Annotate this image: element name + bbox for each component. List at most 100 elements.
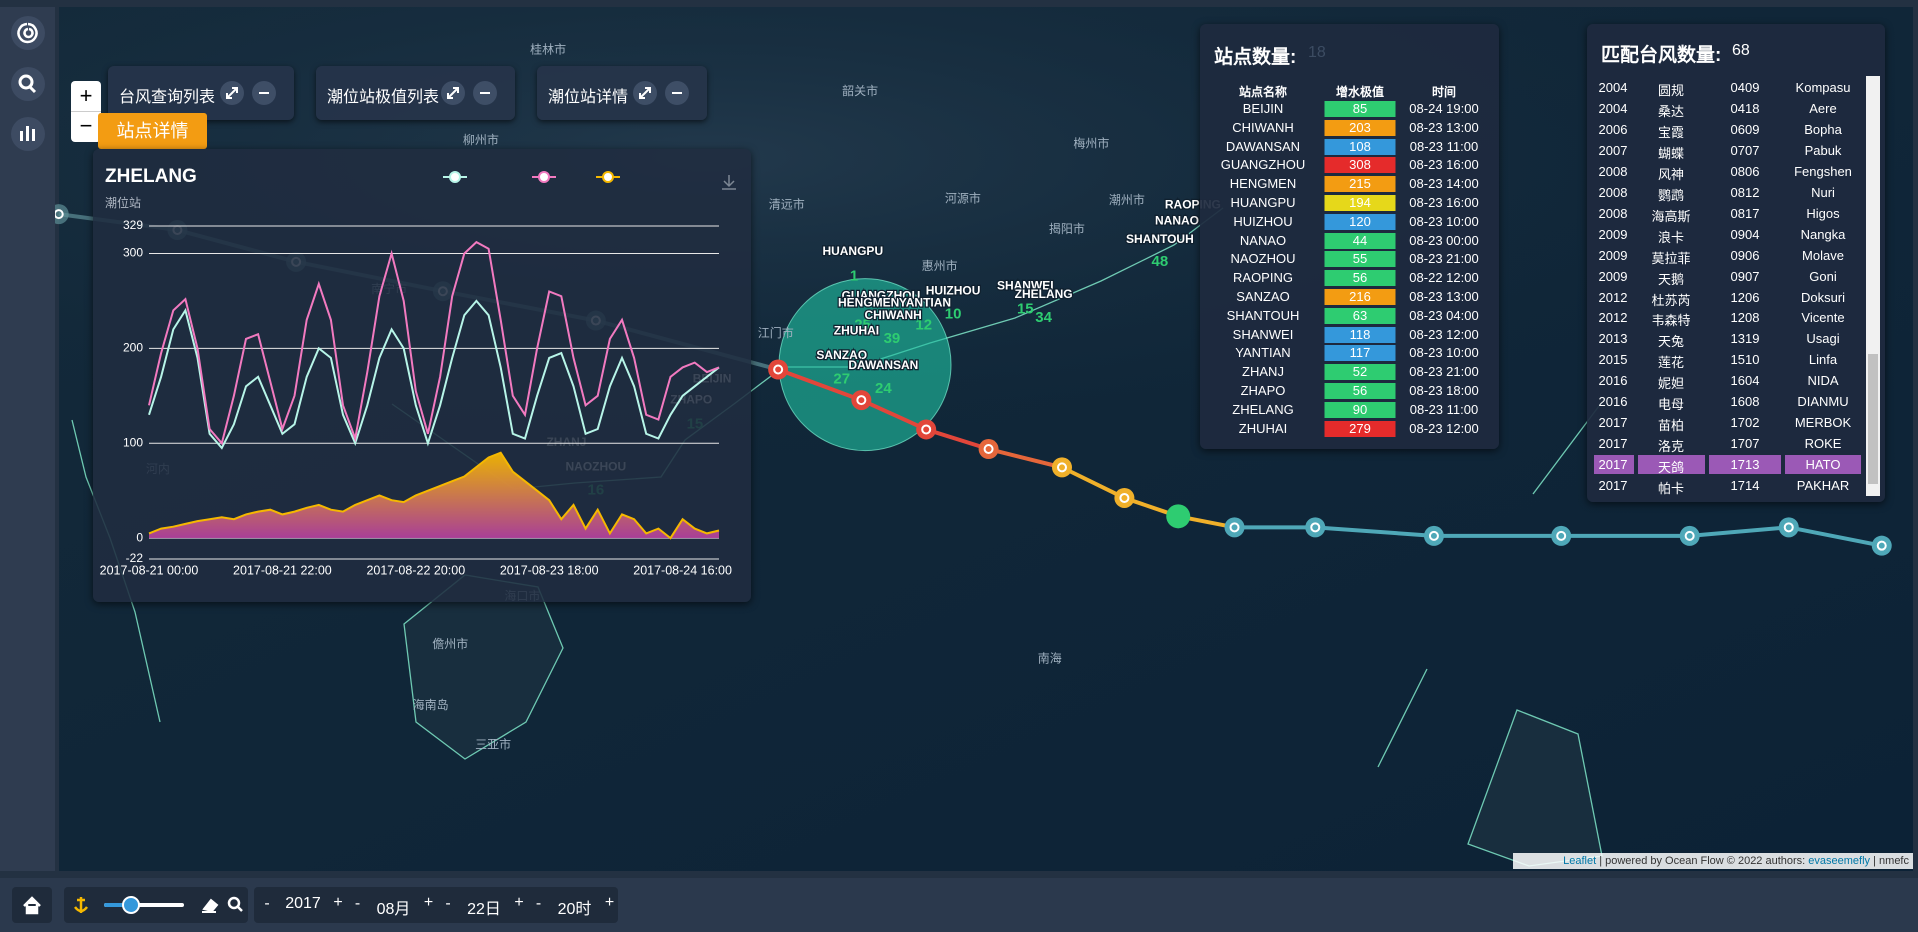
typhoon-row[interactable]: 2009 天鹅 0907 Goni <box>1587 267 1865 287</box>
typhoon-cell: NIDA <box>1807 373 1839 389</box>
track-point[interactable] <box>768 359 789 380</box>
decrement[interactable]: - <box>445 895 451 912</box>
typhoon-row[interactable]: 2012 杜苏芮 1206 Doksuri <box>1587 288 1865 308</box>
typhoon-cell: 韦森特 <box>1651 313 1691 329</box>
surge-value: 108 <box>1324 138 1396 155</box>
typhoon-cell: 电母 <box>1657 397 1685 413</box>
typhoon-row[interactable]: 2004 桑达 0418 Aere <box>1587 99 1865 119</box>
typhoon-row[interactable]: 2008 风神 0806 Fengshen <box>1587 162 1865 182</box>
typhoon-row[interactable]: 2006 宝霞 0609 Bopha <box>1587 120 1865 140</box>
typhoon-row[interactable]: 2013 天兔 1319 Usagi <box>1587 329 1865 349</box>
typhoon-row[interactable]: 2017 苗柏 1702 MERBOK <box>1587 413 1865 433</box>
typhoon-cell: 杜苏芮 <box>1651 292 1691 308</box>
download-icon[interactable] <box>722 175 736 190</box>
station-name: YANTIAN <box>1235 345 1291 361</box>
typhoon-tool[interactable] <box>11 16 45 50</box>
home-button[interactable] <box>12 887 52 923</box>
date-group: -2017 + -08月 + -22日 + -20时 + <box>254 887 618 923</box>
expand-button[interactable] <box>633 81 657 105</box>
zoom-out[interactable]: − <box>71 112 101 142</box>
selected-highlight <box>1785 455 1861 475</box>
legend-marker[interactable] <box>449 171 461 183</box>
decrement[interactable]: - <box>535 895 542 912</box>
legend-marker[interactable] <box>602 171 614 183</box>
increment[interactable]: + <box>604 894 615 911</box>
typhoon-row[interactable]: 2012 韦森特 1208 Vicente <box>1587 308 1865 329</box>
typhoon-cell: 2013 <box>1598 331 1628 347</box>
leaflet-link[interactable]: Leaflet <box>1563 855 1597 867</box>
track-point[interactable] <box>978 439 999 460</box>
typhoon-row[interactable]: 2009 莫拉菲 0906 Molave <box>1587 246 1865 266</box>
typhoon-row[interactable]: 2009 浪卡 0904 Nangka <box>1587 225 1865 245</box>
track-point[interactable] <box>1871 535 1892 556</box>
collapse-button[interactable] <box>473 81 497 105</box>
typhoon-icon <box>17 22 38 44</box>
coastlines <box>71 207 1603 867</box>
collapse-button[interactable] <box>665 81 689 105</box>
search-tool[interactable] <box>11 67 45 101</box>
expand-button[interactable] <box>220 81 244 105</box>
typhoon-cell: 2008 <box>1598 184 1628 200</box>
selected-highlight <box>1594 455 1634 475</box>
track-point[interactable] <box>1305 517 1326 538</box>
home-icon <box>23 896 41 915</box>
increment[interactable]: + <box>514 894 524 911</box>
peak-time: 08-23 12:00 <box>1409 420 1479 436</box>
typhoon-cell: 2012 <box>1598 289 1628 305</box>
expand-button[interactable] <box>441 81 465 105</box>
panel-tab[interactable]: 潮位站详情 <box>537 66 707 120</box>
typhoon-row[interactable]: 2017 洛克 1707 ROKE <box>1587 434 1865 454</box>
typhoon-cell: 2017 <box>1598 415 1628 431</box>
typhoon-row[interactable]: 2016 电母 1608 DIANMU <box>1587 392 1865 413</box>
typhoon-cell: 0906 <box>1730 247 1760 263</box>
legend-marker[interactable] <box>538 171 550 183</box>
station-detail-button[interactable]: 站点详情 <box>98 113 207 149</box>
track-point[interactable] <box>1679 525 1700 546</box>
track-point[interactable] <box>1423 525 1444 546</box>
typhoon-row[interactable]: 2008 海高斯 0817 Higos <box>1587 204 1865 224</box>
collapse-button[interactable] <box>252 81 276 105</box>
typhoon-row[interactable]: 2017 帕卡 1714 PAKHAR <box>1587 476 1865 496</box>
y-tick-label: 300 <box>123 246 143 260</box>
typhoon-list-panel: 匹配台风数量: 68 2004 圆规 0409 Kompasu 2004 桑达 0418 Aere… <box>1587 24 1885 502</box>
typhoon-cell: 1713 <box>1730 457 1760 473</box>
station-label: HENGMEN <box>838 296 899 310</box>
track-point[interactable] <box>851 390 872 411</box>
panel-tab-title: 台风查询列表 <box>119 89 216 106</box>
track-point[interactable] <box>1778 517 1799 538</box>
increment[interactable]: + <box>333 894 343 911</box>
scrollbar-thumb[interactable] <box>1868 354 1878 484</box>
surge-value: 55 <box>1324 251 1396 268</box>
decrement[interactable]: - <box>264 895 270 912</box>
station-label: GUANGZHOU <box>842 288 921 302</box>
increment[interactable]: + <box>423 894 434 911</box>
peak-time: 08-23 21:00 <box>1409 251 1479 267</box>
zoom-in[interactable]: + <box>71 81 101 112</box>
track-point[interactable] <box>916 419 937 440</box>
peak-time: 08-23 10:00 <box>1409 213 1479 229</box>
city-label: 海南岛 <box>413 697 449 712</box>
typhoon-row[interactable]: 2007 蝴蝶 0707 Pabuk <box>1587 141 1865 161</box>
typhoon-row[interactable]: 2015 莲花 1510 Linfa <box>1587 350 1865 370</box>
decrement[interactable]: - <box>354 895 361 912</box>
panel-tab[interactable]: 潮位站极值列表 <box>316 66 515 120</box>
typhoon-row[interactable]: 2004 圆规 0409 Kompasu <box>1587 78 1865 98</box>
panel-tab[interactable]: 台风查询列表 <box>108 66 294 120</box>
x-tick-label: 2017-08-23 18:00 <box>500 563 599 577</box>
station-count: 18 <box>1308 44 1326 61</box>
track-point[interactable] <box>1114 487 1135 508</box>
author-link[interactable]: evaseemefly <box>1808 855 1871 867</box>
track-segment <box>1689 525 1789 538</box>
peak-time: 08-23 04:00 <box>1409 307 1479 323</box>
typhoon-row[interactable]: 2008 鹦鹉 0812 Nuri <box>1587 183 1865 203</box>
track-segment <box>860 398 928 432</box>
typhoon-cell: Pabuk <box>1804 142 1842 158</box>
typhoon-cell: 桑达 <box>1657 103 1685 119</box>
typhoon-row[interactable]: 2017 天鸽 1713 HATO <box>1587 455 1865 475</box>
typhoon-cell: 海高斯 <box>1651 208 1691 224</box>
track-point[interactable] <box>1051 457 1072 478</box>
station-value: 48 <box>1152 253 1169 270</box>
typhoon-row[interactable]: 2016 妮妲 1604 NIDA <box>1587 371 1865 391</box>
track-point[interactable] <box>1224 517 1245 538</box>
track-point[interactable] <box>1551 525 1572 546</box>
